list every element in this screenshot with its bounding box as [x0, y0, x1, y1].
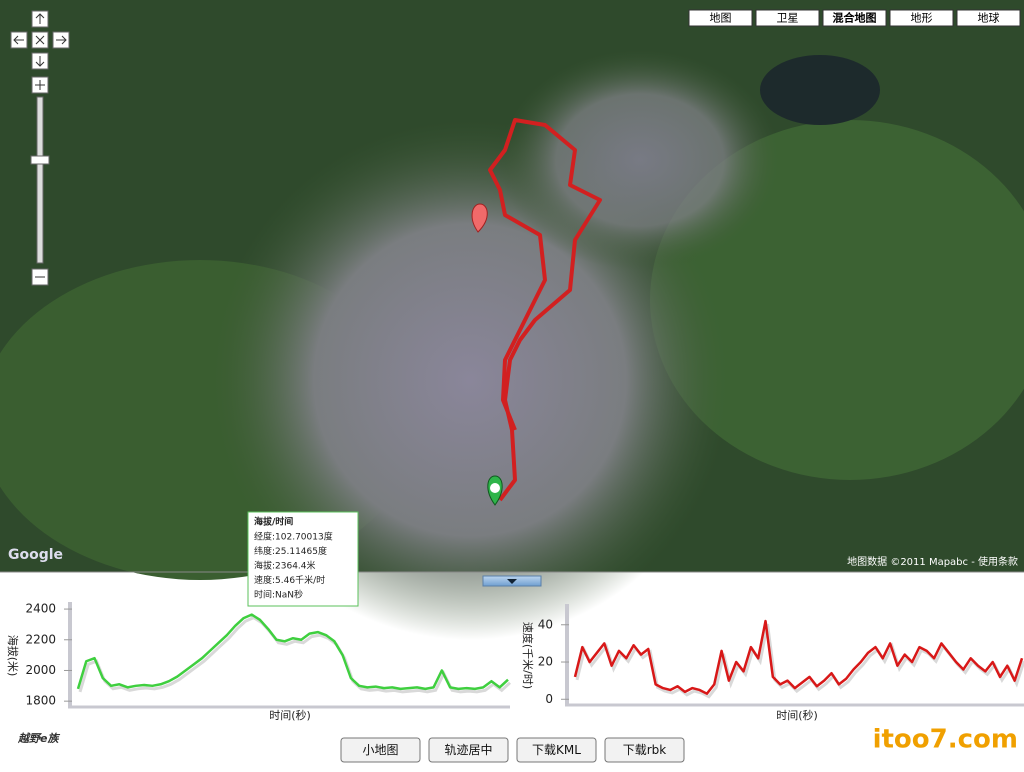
tooltip-line: 时间:NaN秒	[254, 589, 303, 601]
button-box	[889, 9, 954, 27]
map-type-button[interactable]: 混合地图	[822, 9, 887, 27]
action-button[interactable]: 下载rbk	[604, 737, 685, 763]
data-line	[573, 619, 1024, 695]
button-label: 轨迹居中	[444, 742, 492, 757]
tooltip-line: 海拔:2364.4米	[254, 560, 316, 572]
tooltip-line: 速度:5.46千米/时	[254, 574, 325, 586]
button-label: 小地图	[362, 743, 398, 757]
button-label: 地球	[978, 11, 1000, 25]
button-label: 下载KML	[532, 743, 581, 757]
collapse-icon	[507, 579, 517, 584]
map-type-buttons: 地图 卫星 混合地图 地形 地球	[688, 9, 1021, 27]
map-type-button[interactable]: 地形	[889, 9, 954, 27]
button-box	[428, 737, 509, 763]
data-line	[76, 613, 509, 691]
track	[488, 118, 602, 502]
map-logo: Google	[8, 547, 63, 563]
button-box	[340, 737, 421, 763]
tooltip-title: 海拔/时间	[254, 516, 293, 528]
y-tick-label: 20	[538, 655, 553, 669]
map-navigation	[10, 10, 70, 286]
urban-area	[500, 50, 780, 270]
tooltip: 海拔/时间 经度:102.70013度纬度:25.11465度海拔:2364.4…	[247, 511, 359, 607]
y-axis-bar	[68, 602, 72, 707]
nav-icons	[13, 13, 67, 278]
button-label: 下载rbk	[623, 743, 667, 757]
map-type-button[interactable]: 地球	[956, 9, 1021, 27]
tooltip-box	[247, 511, 359, 607]
button-box	[604, 737, 685, 763]
map[interactable]: Google 地图数据 ©2011 Mapabc - 使用条款	[0, 0, 1024, 640]
site-logo: itoo7.com	[873, 725, 1018, 755]
end-marker[interactable]	[471, 203, 488, 233]
y-axis-bar	[565, 604, 569, 705]
y-axis-label: 速度(千米/时)	[521, 622, 535, 689]
tooltip-line: 经度:102.70013度	[254, 531, 333, 543]
button-box	[822, 9, 887, 27]
button-label: 地图	[710, 12, 732, 25]
lake	[760, 55, 880, 125]
x-axis-label: 时间(秒)	[269, 708, 311, 722]
action-button[interactable]: 轨迹居中	[428, 737, 509, 763]
line-shadow	[78, 615, 512, 694]
y-tick-label: 0	[545, 692, 553, 706]
zoom-slider[interactable]	[36, 96, 44, 264]
map-type-button[interactable]: 地图	[688, 9, 753, 27]
button-box	[956, 9, 1021, 27]
tooltip-line: 纬度:25.11465度	[254, 545, 327, 557]
button-label: 混合地图	[833, 11, 877, 25]
marker-icon	[490, 483, 500, 493]
action-button[interactable]: 下载KML	[516, 737, 597, 763]
y-tick-label: 2400	[25, 602, 56, 616]
zoom-handle[interactable]	[30, 155, 50, 165]
button-box	[516, 737, 597, 763]
y-tick-label: 2000	[25, 663, 56, 677]
x-axis-label: 时间(秒)	[776, 708, 818, 722]
button-label: 地形	[911, 12, 933, 25]
button-box	[688, 9, 753, 27]
y-tick-label: 1800	[25, 694, 56, 708]
action-buttons: 小地图 轨迹居中 下载KML 下载rbk	[340, 737, 685, 763]
brand: 越野e族	[17, 732, 60, 745]
button-box	[755, 9, 820, 27]
y-axis-label: 海拔(米)	[6, 635, 20, 677]
map-type-button[interactable]: 卫星	[755, 9, 820, 27]
action-button[interactable]: 小地图	[340, 737, 421, 763]
line-shadow	[575, 623, 1024, 699]
button-label: 卫星	[777, 12, 799, 25]
y-tick-label: 40	[538, 617, 553, 631]
map-attribution[interactable]: 地图数据 ©2011 Mapabc - 使用条款	[847, 555, 1018, 568]
y-tick-label: 2200	[25, 632, 56, 646]
